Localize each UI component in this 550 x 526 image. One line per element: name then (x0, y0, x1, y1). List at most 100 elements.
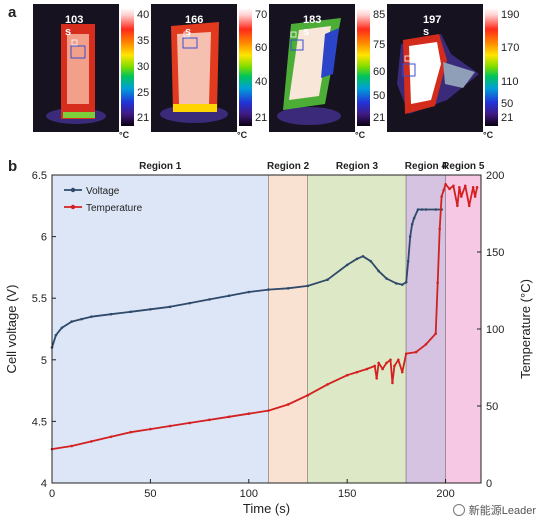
legend-label: Voltage (86, 186, 120, 197)
region-band (307, 175, 407, 483)
region-band (268, 175, 308, 483)
data-point (60, 326, 64, 330)
data-point (452, 184, 455, 188)
data-point (109, 312, 113, 316)
x-tick-label: 100 (240, 488, 258, 500)
data-point (286, 287, 290, 290)
colorbar-tick: 110 (501, 76, 519, 88)
legend-marker (70, 187, 76, 193)
data-point (420, 208, 424, 211)
y2-tick-label: 200 (486, 170, 504, 182)
region-band (52, 175, 269, 483)
data-point (227, 294, 231, 298)
data-point (188, 421, 192, 425)
data-point (375, 376, 379, 380)
data-point (355, 257, 359, 261)
colorbar-tick: 30 (137, 61, 150, 73)
data-point (129, 310, 133, 314)
y-tick-label: 4 (41, 478, 47, 490)
data-point (109, 435, 113, 439)
watermark: 新能源Leader (452, 502, 536, 518)
data-point (395, 282, 398, 285)
data-point (377, 269, 380, 273)
data-point (385, 277, 388, 280)
region-label: Region 5 (442, 161, 485, 172)
y2-tick-label: 100 (486, 324, 504, 336)
colorbar-unit: °C (237, 130, 248, 140)
data-point (434, 332, 438, 335)
colorbar-tick: 50 (501, 98, 514, 110)
colorbar-tick: 40 (137, 9, 150, 21)
data-point (475, 186, 479, 189)
data-point (369, 259, 373, 263)
data-point (410, 222, 414, 226)
colorbar-unit: °C (483, 130, 494, 140)
colorbar-tick: 85 (373, 9, 386, 21)
thermal-photo (387, 4, 483, 132)
y2-tick-label: 150 (486, 247, 504, 259)
data-point (460, 195, 463, 198)
data-point (463, 184, 467, 188)
y2-axis-label: Temperature (°C) (518, 279, 533, 379)
data-point (377, 361, 380, 365)
y-axis-label: Cell voltage (V) (4, 285, 19, 374)
data-point (471, 186, 475, 189)
x-tick-label: 150 (338, 488, 356, 500)
colorbar-tick: 21 (255, 112, 268, 124)
data-point (306, 284, 310, 288)
data-point (247, 412, 251, 416)
data-point (385, 361, 388, 365)
data-point (397, 358, 400, 362)
data-point (70, 320, 73, 323)
data-point (188, 301, 192, 305)
data-point (424, 208, 428, 211)
colorbar (121, 8, 134, 126)
wechat-logo-icon (452, 504, 465, 516)
region-label: Region 1 (139, 161, 182, 172)
data-point (168, 305, 172, 309)
data-point (267, 288, 270, 291)
colorbar-tick: 21 (373, 112, 386, 124)
legend-marker (70, 204, 76, 210)
colorbar-tick: 25 (137, 87, 150, 99)
data-point (442, 189, 445, 192)
colorbar-unit: °C (355, 130, 366, 140)
data-point (306, 393, 310, 397)
data-point (168, 424, 172, 428)
colorbar-tick: 170 (501, 42, 520, 54)
data-point (80, 317, 83, 321)
data-point (404, 280, 408, 284)
data-point (400, 370, 404, 374)
panel-a-label: a (8, 4, 17, 21)
data-point (416, 208, 420, 211)
data-point (408, 235, 412, 238)
data-point (355, 370, 359, 374)
colorbar-tick: 21 (501, 112, 514, 124)
thermal-photo (151, 4, 237, 132)
data-point (365, 367, 369, 371)
y2-tick-label: 50 (486, 401, 498, 413)
data-point (393, 364, 396, 368)
y-tick-label: 5 (41, 355, 47, 367)
data-point (389, 358, 392, 362)
colorbar (239, 8, 252, 126)
data-point (286, 403, 290, 406)
data-point (458, 186, 461, 189)
x-tick-label: 0 (49, 488, 55, 500)
thermal-photo (33, 4, 119, 132)
data-point (436, 281, 440, 285)
watermark-text: 新能源Leader (468, 505, 536, 517)
data-point (326, 278, 329, 282)
region-label: Region 2 (267, 161, 310, 172)
data-point (438, 227, 441, 231)
data-point (247, 290, 251, 294)
data-point (267, 409, 270, 412)
data-point (473, 195, 477, 198)
data-point (90, 440, 93, 443)
colorbar-tick: 21 (137, 112, 150, 124)
x-axis-label: Time (s) (243, 501, 290, 516)
data-point (129, 430, 133, 434)
data-point (424, 343, 428, 346)
data-point (208, 298, 211, 301)
thermal-photo (269, 4, 355, 132)
